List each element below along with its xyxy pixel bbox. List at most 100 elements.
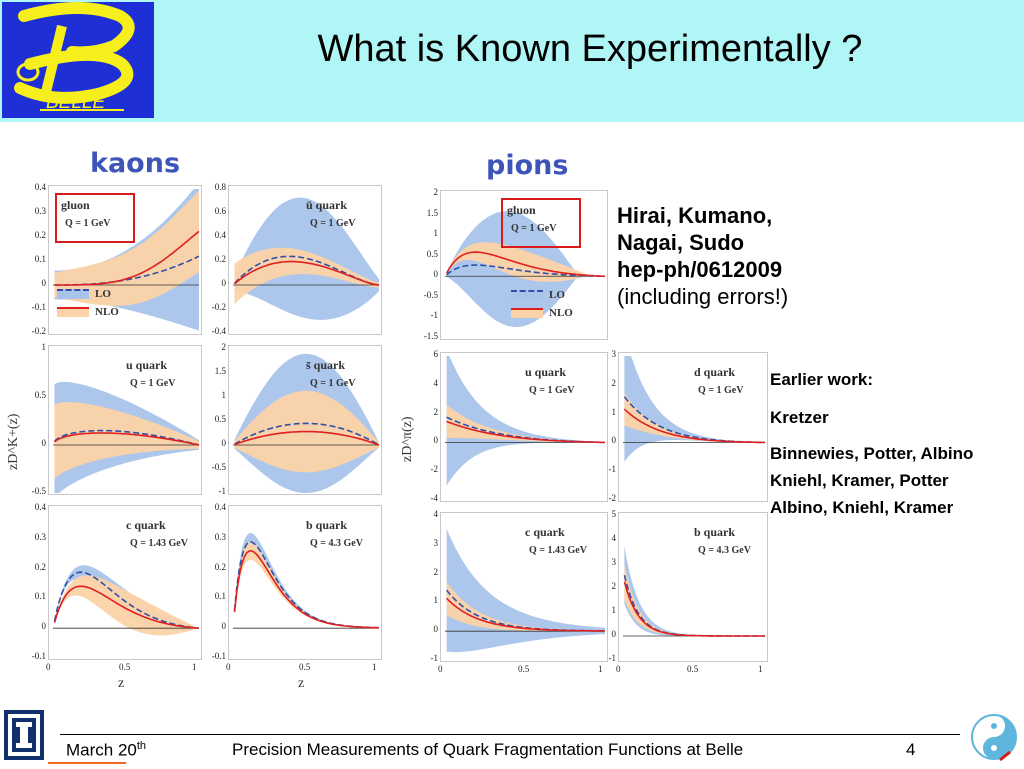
y-tick-label: -0.2 xyxy=(211,302,226,312)
kaon-plot: b quark Q = 4.3 GeV xyxy=(228,505,382,660)
plot-label: gluon xyxy=(507,203,536,217)
y-tick-label: 0.1 xyxy=(34,254,46,264)
kaons-xlabel-2: z xyxy=(298,676,305,691)
plot-canvas xyxy=(623,356,765,462)
plot-scale: Q = 1 GeV xyxy=(698,385,744,396)
y-tick-label: -4 xyxy=(430,493,439,503)
y-tick-label: 2 xyxy=(611,377,617,388)
y-tick-label: 1 xyxy=(433,228,439,239)
plot-scale: Q = 1 GeV xyxy=(65,218,111,229)
nlo-curve xyxy=(234,430,380,446)
y-tick-label: 0.4 xyxy=(34,182,46,192)
plot-canvas xyxy=(445,356,606,486)
legend-nlo-text: NLO xyxy=(95,306,119,318)
earlier-work-bpa: Binnewies, Potter, Albino xyxy=(770,444,974,463)
footer-date-text: March 20 xyxy=(66,740,137,760)
y-tick-label: 1 xyxy=(433,595,439,606)
plot-canvas xyxy=(53,565,200,636)
plot-canvas xyxy=(445,211,606,327)
nlo-curve xyxy=(623,581,765,637)
plot-legend: LO NLO xyxy=(511,289,591,319)
plot-label: b quark xyxy=(306,518,348,532)
lo-curve xyxy=(54,255,200,286)
y-tick-label: 0 xyxy=(433,435,439,446)
lo-curve xyxy=(53,571,200,629)
plot-scale: Q = 1 GeV xyxy=(511,223,557,234)
legend-lo-text: LO xyxy=(549,289,565,301)
y-tick-label: -0.5 xyxy=(31,486,46,496)
plot-canvas xyxy=(233,353,380,493)
y-tick-label: 0 xyxy=(41,438,47,448)
y-tick-label: 0.8 xyxy=(214,182,226,192)
lo-uncertainty-band xyxy=(446,356,605,486)
legend-lo: LO xyxy=(511,289,591,301)
plot-label: ū quark xyxy=(306,198,348,212)
yin-yang-logo xyxy=(970,712,1018,762)
y-tick-label: 1 xyxy=(221,390,227,400)
nlo-curve xyxy=(54,230,200,286)
y-tick-label: 0.1 xyxy=(214,591,226,602)
y-tick-label: 1.5 xyxy=(426,207,438,218)
y-tick-label: 0.2 xyxy=(34,561,46,572)
earlier-work-akk: Albino, Kniehl, Kramer xyxy=(770,498,954,517)
y-tick-label: 1 xyxy=(611,406,617,417)
pion-plot: d quark Q = 1 GeV xyxy=(618,352,768,502)
y-tick-label: 6 xyxy=(433,349,439,359)
y-tick-label: 1 xyxy=(41,342,47,352)
earlier-work-title: Earlier work: xyxy=(770,370,873,389)
kaon-plot: u quark Q = 1 GeV xyxy=(48,345,202,495)
nlo-uncertainty-band xyxy=(446,242,605,282)
y-tick-label: 2 xyxy=(433,406,439,417)
plot-scale: Q = 1.43 GeV xyxy=(130,538,188,549)
plot-label: c quark xyxy=(126,518,166,532)
y-tick-label: -0.4 xyxy=(211,326,226,336)
y-tick-label: 0.3 xyxy=(214,531,226,542)
legend-nlo-text: NLO xyxy=(549,307,573,319)
plot-scale: Q = 4.3 GeV xyxy=(310,538,363,549)
y-tick-label: 0.5 xyxy=(34,390,46,400)
y-tick-label: -2 xyxy=(608,493,617,503)
plot-scale: Q = 1 GeV xyxy=(130,378,176,389)
x-tick-label: 0.5 xyxy=(518,664,530,674)
kaon-plot: s̄ quark Q = 1 GeV xyxy=(228,345,382,495)
plot-canvas xyxy=(53,381,200,493)
plot-canvas xyxy=(445,528,606,653)
y-tick-label: -1 xyxy=(608,464,617,475)
y-tick-label: -0.5 xyxy=(423,289,438,300)
y-tick-label: 0 xyxy=(221,438,227,448)
nlo-uncertainty-band xyxy=(624,564,765,636)
footer-rule xyxy=(60,734,960,735)
x-tick-label: 1 xyxy=(598,664,603,674)
earlier-work-kkp: Kniehl, Kramer, Potter xyxy=(770,471,949,490)
x-tick-label: 1 xyxy=(758,664,763,674)
y-tick-label: 0 xyxy=(41,278,47,288)
nlo-curve xyxy=(54,432,200,446)
reference-block: Hirai, Kumano, Nagai, Sudo hep-ph/061200… xyxy=(617,202,788,310)
gluon-highlight-box xyxy=(501,198,581,248)
y-tick-label: -1 xyxy=(430,653,439,663)
kaons-heading: kaons xyxy=(90,148,181,179)
y-tick-label: 0.1 xyxy=(34,591,46,602)
reference-authors-2: Nagai, Sudo xyxy=(617,230,745,255)
y-tick-label: 3 xyxy=(611,349,617,359)
plot-label: c quark xyxy=(525,525,565,539)
y-tick-label: 1.5 xyxy=(214,366,226,376)
header-bar xyxy=(0,0,1024,122)
plot-canvas xyxy=(233,532,380,629)
nlo-curve xyxy=(233,549,380,629)
plot-canvas xyxy=(233,197,380,320)
plot-scale: Q = 1 GeV xyxy=(310,378,356,389)
lo-curve xyxy=(233,541,379,629)
legend-lo: LO xyxy=(57,288,137,300)
y-tick-label: 0 xyxy=(41,621,47,632)
x-tick-label: 0 xyxy=(438,664,443,674)
legend-lo-text: LO xyxy=(95,288,111,300)
kaon-plot: c quark Q = 1.43 GeV xyxy=(48,505,202,660)
plot-legend: LO NLO xyxy=(57,288,137,318)
y-tick-label: 4 xyxy=(433,377,439,388)
kaons-ylabel: zD^K+(z) xyxy=(6,413,21,470)
nlo-curve xyxy=(446,420,605,444)
nlo-curve xyxy=(623,408,765,444)
plot-label: d quark xyxy=(694,365,736,379)
y-tick-label: -1 xyxy=(608,653,617,663)
